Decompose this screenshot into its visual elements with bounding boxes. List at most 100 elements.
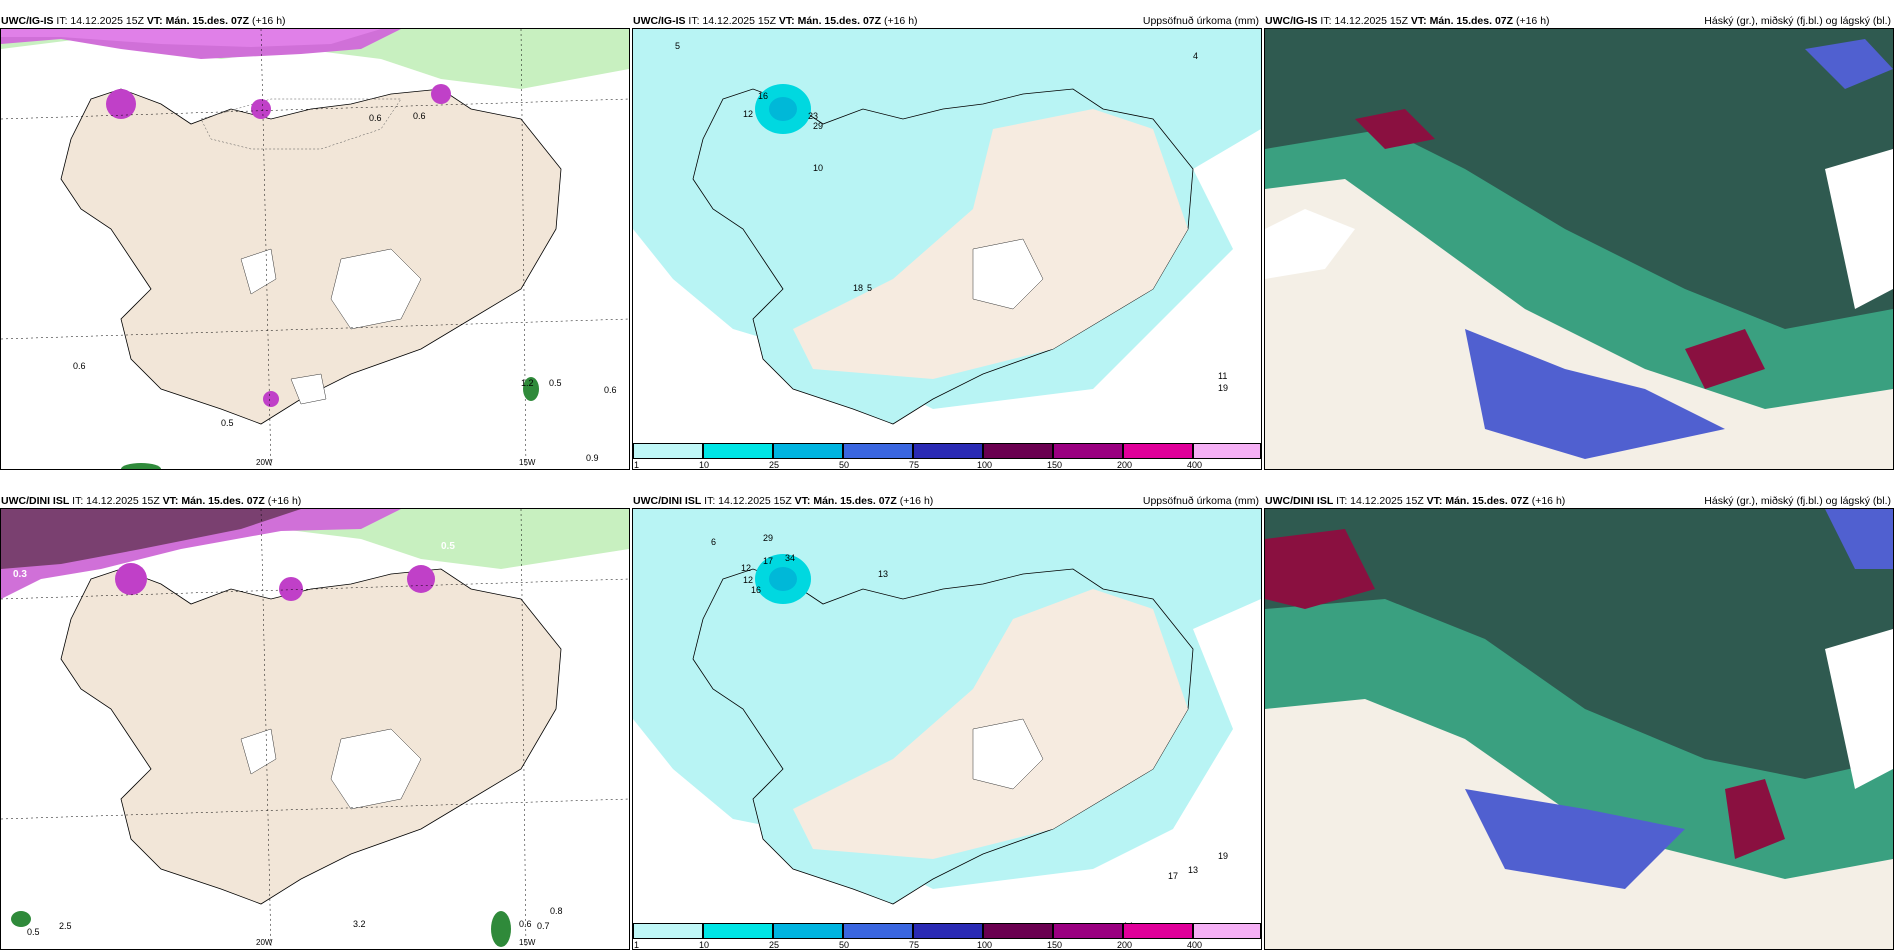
panel-subtitle: Háský (gr.), miðský (fj.bl.) og lágský (…	[1704, 15, 1891, 27]
cb-seg	[1053, 923, 1123, 939]
precip-value: 10	[813, 163, 823, 173]
precip-value: 16	[758, 91, 768, 101]
cb-tick: 150	[1047, 940, 1063, 950]
precip-value: 16	[751, 585, 761, 595]
cb-tick: 200	[1117, 460, 1133, 470]
precip-value: 19	[1218, 383, 1228, 393]
cb-seg	[913, 443, 983, 459]
precip-value: 34	[785, 553, 795, 563]
cb-tick: 25	[769, 940, 780, 950]
panel-subtitle: Háský (gr.), miðský (fj.bl.) og lágský (…	[1704, 495, 1891, 507]
cb-seg	[633, 923, 703, 939]
iceland-land	[60, 568, 562, 905]
panel-title: UWC/IG-IS IT: 14.12.2025 15Z VT: Mán. 15…	[633, 15, 1259, 27]
cb-tick: 10	[699, 460, 710, 470]
wind-value: 0.3	[169, 76, 183, 87]
map-svg: 0.6 0.5 1.2 0.5 0.6 0.9 0.3 0.6 0.6 20W …	[1, 29, 629, 469]
precip-value: 11	[1218, 371, 1227, 381]
cb-seg	[773, 923, 843, 939]
map-svg: 0.5 2.5 3.2 0.6 0.7 0.8 0.3 0.5 20W 15W	[1, 509, 629, 949]
cb-tick: 100	[977, 940, 993, 950]
wind-value: 0.6	[519, 919, 532, 929]
precip-value: 29	[763, 533, 773, 543]
wind-value: 0.5	[27, 927, 40, 937]
cb-seg	[1123, 443, 1193, 459]
cb-tick: 10	[699, 940, 710, 950]
precip-value: 12	[741, 563, 751, 573]
wind-value: 2.5	[59, 921, 72, 931]
cb-seg	[1193, 443, 1261, 459]
precip-colorbar: 1 10 25 50 75 100 150 200 400	[633, 923, 1261, 949]
wind-value: 0.6	[413, 111, 426, 121]
cb-seg	[913, 923, 983, 939]
wind-value: 0.5	[441, 541, 455, 552]
wind-value: 0.6	[369, 113, 382, 123]
cb-seg	[1193, 923, 1261, 939]
precip-value: 23	[808, 111, 818, 121]
panel-clouds-bottom: UWC/DINI ISL IT: 14.12.2025 15Z VT: Mán.…	[1264, 488, 1894, 950]
panel-title: UWC/DINI ISL IT: 14.12.2025 15Z VT: Mán.…	[633, 495, 1259, 507]
panel-wind-precip-top: UWC/IG-IS IT: 14.12.2025 15Z VT: Mán. 15…	[0, 8, 630, 470]
wind-value: 0.9	[586, 453, 599, 463]
iceland-land	[60, 88, 562, 425]
wind-value: 3.2	[353, 919, 366, 929]
cb-seg	[703, 443, 773, 459]
lon-label: 15W	[519, 458, 536, 467]
lon-label: 15W	[519, 938, 536, 947]
wind-value: 1.2	[521, 378, 534, 388]
cb-tick: 200	[1117, 940, 1133, 950]
wind-value: 0.6	[604, 385, 617, 395]
panel-title: UWC/IG-IS IT: 14.12.2025 15Z VT: Mán. 15…	[1265, 15, 1891, 27]
cb-seg	[1123, 923, 1193, 939]
precip-value: 17	[763, 556, 773, 566]
precip-value: 13	[878, 569, 888, 579]
cb-seg	[983, 443, 1053, 459]
cb-tick: 75	[909, 940, 920, 950]
map-svg	[1265, 509, 1893, 949]
panel-title: UWC/IG-IS IT: 14.12.2025 15Z VT: Mán. 15…	[1, 15, 286, 27]
map-svg	[1265, 29, 1893, 469]
wind-value: 0.6	[73, 361, 86, 371]
panel-clouds-top: UWC/IG-IS IT: 14.12.2025 15Z VT: Mán. 15…	[1264, 8, 1894, 470]
cb-seg	[633, 443, 703, 459]
panel-title: UWC/DINI ISL IT: 14.12.2025 15Z VT: Mán.…	[1, 495, 302, 507]
precip-value: 12	[743, 109, 753, 119]
map-frame: 6 29 12 17 34 16 12 13 17 13 19 14 1 10 …	[632, 508, 1262, 950]
map-frame	[1264, 28, 1894, 470]
precip-value: 6	[711, 537, 716, 547]
cb-seg	[983, 923, 1053, 939]
wind-value: 0.5	[221, 418, 234, 428]
map-frame: 5 16 12 23 29 10 18 5 11 19 4 1 10 25 50	[632, 28, 1262, 470]
cb-seg	[703, 923, 773, 939]
wind-value: 0.3	[13, 569, 27, 580]
panel-precip-bottom: UWC/DINI ISL IT: 14.12.2025 15Z VT: Mán.…	[632, 488, 1262, 950]
cb-seg	[773, 443, 843, 459]
lon-label: 20W	[256, 458, 273, 467]
panel-wind-precip-bottom: UWC/DINI ISL IT: 14.12.2025 15Z VT: Mán.…	[0, 488, 630, 950]
panel-title: UWC/DINI ISL IT: 14.12.2025 15Z VT: Mán.…	[1265, 495, 1891, 507]
map-frame: 0.5 2.5 3.2 0.6 0.7 0.8 0.3 0.5 20W 15W	[0, 508, 630, 950]
wind-value: 0.5	[549, 378, 562, 388]
cb-tick: 150	[1047, 460, 1063, 470]
map-svg: 5 16 12 23 29 10 18 5 11 19 4	[633, 29, 1261, 469]
precip-value: 5	[675, 41, 680, 51]
precip-value: 29	[813, 121, 823, 131]
precip-colorbar: 1 10 25 50 75 100 150 200 400	[633, 443, 1261, 469]
map-frame	[1264, 508, 1894, 950]
precip-value: 19	[1218, 851, 1228, 861]
precip-value: 13	[1188, 865, 1198, 875]
precip-value: 4	[1193, 51, 1198, 61]
cb-tick: 75	[909, 460, 920, 470]
cb-seg	[1053, 443, 1123, 459]
precip-value: 18	[853, 283, 863, 293]
cb-tick: 1	[634, 940, 640, 950]
precip-value: 12	[743, 575, 753, 585]
precip-value: 5	[867, 283, 872, 293]
wind-value: 0.8	[550, 906, 563, 916]
cb-tick: 100	[977, 460, 993, 470]
precip-value: 17	[1168, 871, 1178, 881]
cb-tick: 50	[839, 940, 850, 950]
lon-label: 20W	[256, 938, 273, 947]
panel-precip-top: UWC/IG-IS IT: 14.12.2025 15Z VT: Mán. 15…	[632, 8, 1262, 470]
map-svg: 6 29 12 17 34 16 12 13 17 13 19 14	[633, 509, 1261, 949]
